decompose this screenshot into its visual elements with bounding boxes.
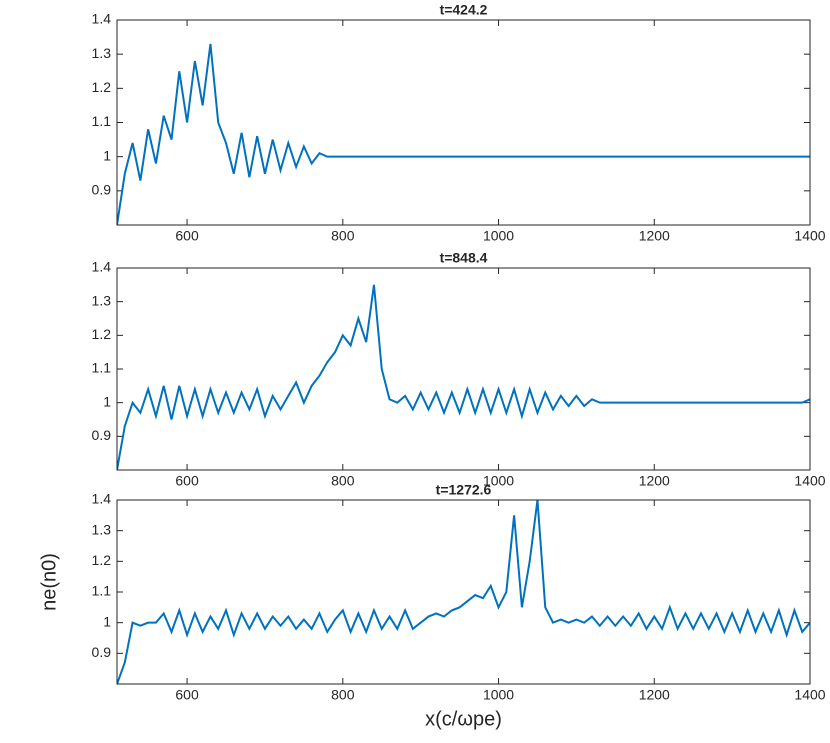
y-tick-label: 1.1 (92, 113, 112, 129)
y-axis-label: ne(n0) (38, 553, 60, 611)
data-line (117, 43, 810, 226)
y-tick-label: 1.3 (92, 292, 112, 308)
x-tick-label: 1400 (794, 228, 825, 244)
axes-box (116, 19, 811, 226)
x-tick-label: 1400 (794, 473, 825, 489)
y-tick-label: 1.2 (92, 552, 112, 568)
y-tick-label: 1.4 (92, 491, 112, 507)
y-tick-label: 1.4 (92, 259, 112, 275)
y-tick-label: 0.9 (92, 182, 112, 198)
plot-area (117, 268, 810, 470)
x-axis-label: x(c/ωpe) (425, 708, 502, 730)
axes-box (116, 267, 811, 471)
y-tick-label: 1 (103, 393, 111, 409)
y-tick-label: 0.9 (92, 644, 112, 660)
x-tick-label: 1000 (483, 228, 514, 244)
x-tick-label: 600 (175, 228, 199, 244)
plot-area (117, 20, 810, 225)
chart-title: t=424.2 (440, 2, 488, 18)
y-tick-label: 1 (103, 147, 111, 163)
x-tick-label: 1400 (794, 687, 825, 703)
y-tick-label: 1.2 (92, 326, 112, 342)
data-line (117, 499, 810, 685)
data-line (117, 284, 810, 471)
y-tick-label: 1.1 (92, 360, 112, 376)
x-tick-label: 600 (175, 473, 199, 489)
x-tick-label: 800 (331, 687, 355, 703)
x-tick-label: 800 (331, 228, 355, 244)
y-tick-label: 1.3 (92, 45, 112, 61)
y-tick-label: 1.1 (92, 583, 112, 599)
x-tick-label: 1200 (639, 687, 670, 703)
y-tick-label: 1 (103, 613, 111, 629)
x-tick-label: 600 (175, 687, 199, 703)
plot-area (117, 500, 810, 684)
x-tick-label: 1000 (483, 687, 514, 703)
chart-title: t=1272.6 (436, 482, 492, 498)
x-tick-label: 1000 (483, 473, 514, 489)
x-tick-label: 1200 (639, 228, 670, 244)
y-tick-label: 1.3 (92, 521, 112, 537)
x-tick-label: 1200 (639, 473, 670, 489)
axes-box (116, 499, 811, 685)
y-tick-label: 1.2 (92, 79, 112, 95)
y-tick-label: 0.9 (92, 427, 112, 443)
chart-title: t=848.4 (440, 250, 488, 266)
x-tick-label: 800 (331, 473, 355, 489)
y-tick-label: 1.4 (92, 11, 112, 27)
